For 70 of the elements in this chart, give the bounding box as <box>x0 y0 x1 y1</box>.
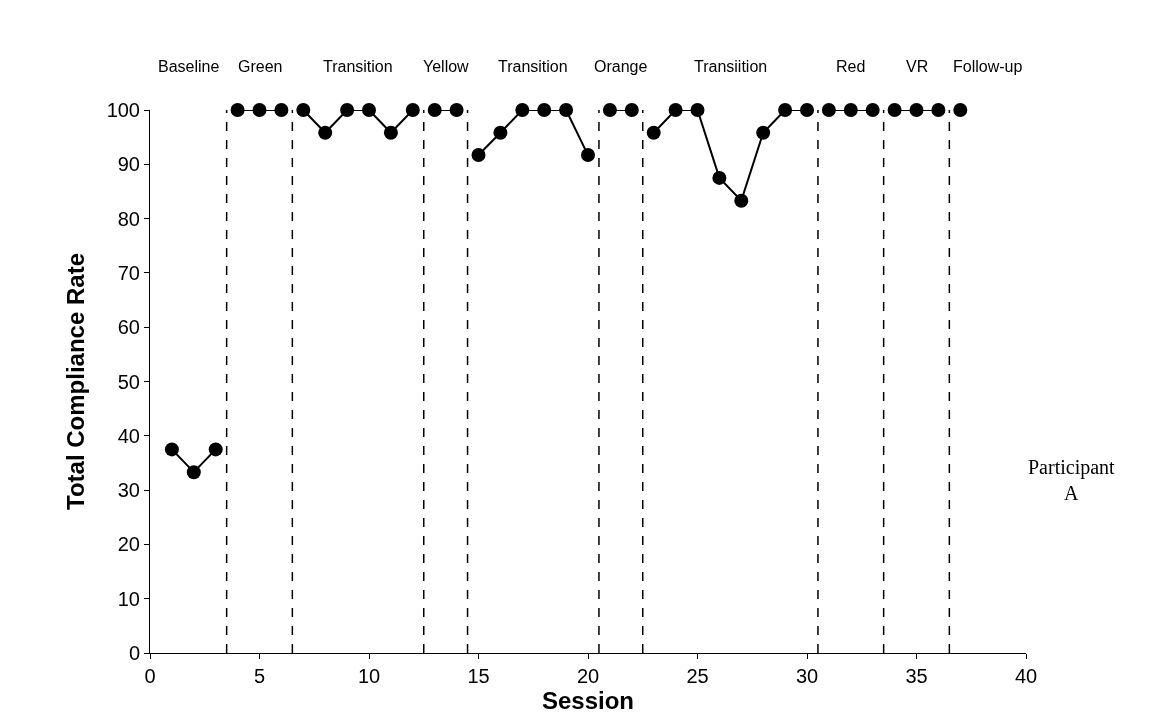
y-axis-title: Total Compliance Rate <box>61 253 89 510</box>
text: Participant A <box>1028 456 1116 504</box>
x-tick-label: 0 <box>144 665 156 687</box>
y-tick-label: 50 <box>117 370 140 393</box>
point <box>340 103 355 117</box>
point <box>362 103 376 117</box>
text: Red <box>836 58 866 75</box>
point <box>931 103 946 117</box>
y-tick-label: 20 <box>117 533 140 556</box>
y-tick-label: 100 <box>106 99 140 121</box>
y-tick-label: 10 <box>117 587 140 610</box>
y-tick-label: 70 <box>117 261 140 284</box>
point <box>537 103 552 117</box>
point <box>186 465 201 480</box>
x-tick-label: 30 <box>795 665 819 687</box>
text: Transiition <box>694 58 768 75</box>
text: Green <box>238 58 283 75</box>
point <box>690 103 705 117</box>
point <box>318 125 333 140</box>
point <box>515 103 530 117</box>
point <box>953 103 968 117</box>
point <box>668 103 683 117</box>
x-tick-label: 20 <box>576 665 600 687</box>
point <box>800 103 814 117</box>
point <box>274 103 289 117</box>
x-tick-label: 10 <box>357 665 381 687</box>
point <box>252 103 267 117</box>
y-tick-label: 80 <box>117 207 140 230</box>
point <box>756 125 771 140</box>
point <box>624 103 639 117</box>
x-tick-label: 15 <box>467 665 490 687</box>
y-tick-label: 90 <box>117 153 140 176</box>
point <box>646 125 661 140</box>
point <box>471 148 486 163</box>
point <box>778 103 793 117</box>
text: Yellow <box>423 58 470 75</box>
point <box>559 103 574 117</box>
point <box>821 103 836 117</box>
point <box>208 442 223 457</box>
text: VR <box>906 58 929 75</box>
text: Follow-up <box>953 58 1023 75</box>
point <box>843 103 858 117</box>
point <box>493 125 508 140</box>
point <box>887 103 902 117</box>
point <box>449 103 464 117</box>
point <box>602 103 617 117</box>
x-axis-title: Session <box>541 687 635 714</box>
y-tick-label: 60 <box>117 316 140 339</box>
point <box>427 103 442 117</box>
point <box>865 103 880 117</box>
x-tick-label: 5 <box>253 665 266 687</box>
x-tick-label: 35 <box>905 665 928 687</box>
point <box>230 103 245 117</box>
point <box>909 103 924 117</box>
text: Transition <box>498 58 568 75</box>
point <box>164 442 179 457</box>
y-tick-label: 0 <box>128 642 140 664</box>
point <box>296 103 311 117</box>
point <box>383 125 398 140</box>
point <box>581 148 595 163</box>
x-tick-label: 25 <box>686 665 709 687</box>
point <box>712 170 727 185</box>
point <box>405 103 420 117</box>
text: Orange <box>594 58 648 75</box>
x-tick-label: 40 <box>1014 665 1038 687</box>
y-tick-label: 30 <box>117 479 140 502</box>
y-tick-label: 40 <box>117 424 140 447</box>
text: Baseline <box>158 58 220 75</box>
text: Transition <box>323 58 393 75</box>
point <box>734 193 749 208</box>
